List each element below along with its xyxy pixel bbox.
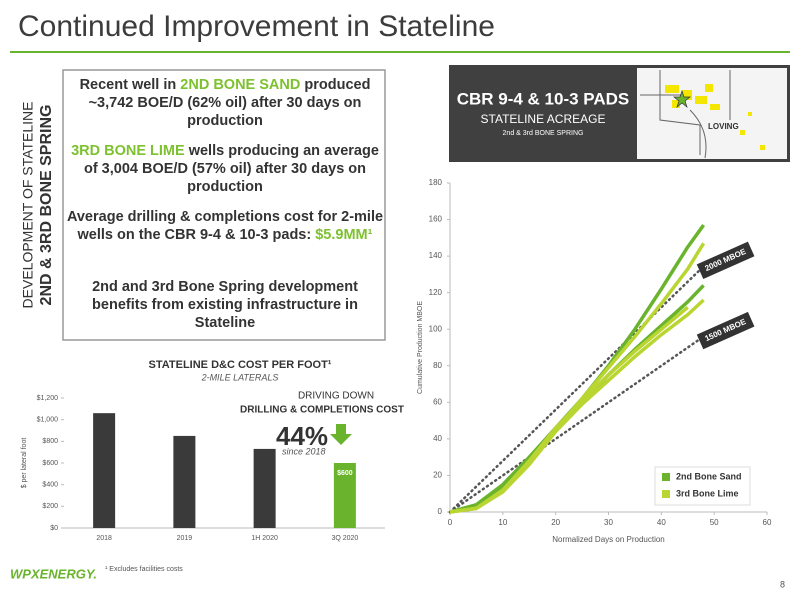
highlight-paragraph: 2nd and 3rd Bone Spring development bene… xyxy=(66,278,384,332)
logo: WPXENERGY. xyxy=(10,566,97,581)
text-run: $5.9MM¹ xyxy=(315,227,373,243)
y-tick-label: 60 xyxy=(433,397,442,406)
down-arrow xyxy=(330,424,352,445)
chart-subtitle: 2-MILE LATERALS xyxy=(201,372,279,382)
reference-label: 2000 MBOE xyxy=(696,241,755,280)
y-tick-label: $800 xyxy=(42,438,58,445)
x-tick-label: 60 xyxy=(763,518,772,527)
y-tick-label: 20 xyxy=(433,471,442,480)
x-tick-label: 30 xyxy=(604,518,613,527)
map-label: LOVING xyxy=(708,122,739,131)
highlights-box xyxy=(62,69,386,341)
y-tick-label: 160 xyxy=(429,215,443,224)
x-tick-label: 2019 xyxy=(177,535,193,542)
y-axis-label: Cumulative Production MBOE xyxy=(417,301,424,394)
reference-line xyxy=(448,335,705,514)
bar xyxy=(333,463,356,528)
text-run: Average drilling & completions cost for … xyxy=(66,209,384,243)
chart-title: STATELINE D&C COST PER FOOT¹ xyxy=(149,359,332,371)
map xyxy=(637,68,787,159)
legend-box xyxy=(654,466,751,506)
y-tick-label: 180 xyxy=(429,178,443,187)
side-label: DEVELOPMENT OF STATELINE xyxy=(20,102,36,309)
y-tick-label: $0 xyxy=(50,525,58,532)
text-run: 3RD BONE LIME xyxy=(71,143,185,159)
y-tick-label: 100 xyxy=(429,324,443,333)
annotation: DRIVING DOWN xyxy=(298,391,374,402)
y-tick-label: 80 xyxy=(433,361,442,370)
text-run: 2nd and 3rd Bone Spring development bene… xyxy=(92,279,358,331)
x-tick-label: 20 xyxy=(551,518,560,527)
y-tick-label: $600 xyxy=(42,460,58,467)
y-tick-label: $1,000 xyxy=(37,417,59,424)
bar xyxy=(253,448,276,528)
map-acreage xyxy=(665,84,765,150)
text-run: 2ND BONE SAND xyxy=(180,77,301,93)
x-tick-label: 1H 2020 xyxy=(251,535,278,542)
text-run: Recent well in xyxy=(79,77,181,93)
y-tick-label: 120 xyxy=(429,288,443,297)
annotation: DRILLING & COMPLETIONS COST xyxy=(240,405,404,416)
y-tick-label: $1,200 xyxy=(37,395,59,402)
pads-subtitle: STATELINE ACREAGE xyxy=(481,112,606,126)
bar xyxy=(173,435,196,528)
annotation: since 2018 xyxy=(282,446,326,456)
label-bg xyxy=(696,311,755,350)
legend-label: 2nd Bone Sand xyxy=(676,471,742,481)
x-axis-label: Normalized Days on Production xyxy=(552,535,665,544)
x-tick-label: 0 xyxy=(448,518,453,527)
highlight-paragraph: 3RD BONE LIME wells producing an average… xyxy=(66,142,384,196)
bar xyxy=(93,413,116,528)
text-run: wells producing an average of 3,004 BOE/… xyxy=(83,143,379,195)
map-lines xyxy=(640,70,731,159)
highlight-paragraph: Average drilling & completions cost for … xyxy=(66,208,384,244)
pads-note: 2nd & 3rd BONE SPRING xyxy=(503,130,584,137)
y-tick-label: 0 xyxy=(438,507,443,516)
annotation: 44% xyxy=(276,421,328,451)
legend-swatch xyxy=(662,490,670,498)
y-tick-label: 140 xyxy=(429,251,443,260)
pads-title: CBR 9-4 & 10-3 PADS xyxy=(457,89,630,108)
x-tick-label: 2018 xyxy=(96,535,112,542)
footnote: ¹ Excludes facilities costs xyxy=(105,566,183,573)
map-star xyxy=(673,89,691,109)
y-tick-label: 40 xyxy=(433,434,442,443)
slide-title: Continued Improvement in Stateline xyxy=(18,10,495,43)
x-tick-label: 10 xyxy=(498,518,507,527)
x-tick-label: 40 xyxy=(657,518,666,527)
series-line xyxy=(449,305,689,514)
page-number: 8 xyxy=(780,579,785,589)
x-tick-label: 3Q 2020 xyxy=(331,535,358,542)
reference-label: 1500 MBOE xyxy=(696,311,755,350)
side-label: 2ND & 3RD BONE SPRING xyxy=(38,105,55,306)
y-axis-label: $ per lateral foot xyxy=(21,438,28,489)
legend-swatch xyxy=(662,473,670,481)
legend-label: 3rd Bone Lime xyxy=(676,488,739,498)
x-tick-label: 50 xyxy=(710,518,719,527)
highlight-paragraph: Recent well in 2ND BONE SAND produced ~3… xyxy=(66,76,384,130)
y-tick-label: $400 xyxy=(42,482,58,489)
label-bg xyxy=(696,241,755,280)
y-tick-label: $200 xyxy=(42,503,58,510)
value-label: $600 xyxy=(337,470,353,477)
text-run: produced ~3,742 BOE/D (62% oil) after 30… xyxy=(88,77,371,129)
reference-line xyxy=(448,265,705,514)
